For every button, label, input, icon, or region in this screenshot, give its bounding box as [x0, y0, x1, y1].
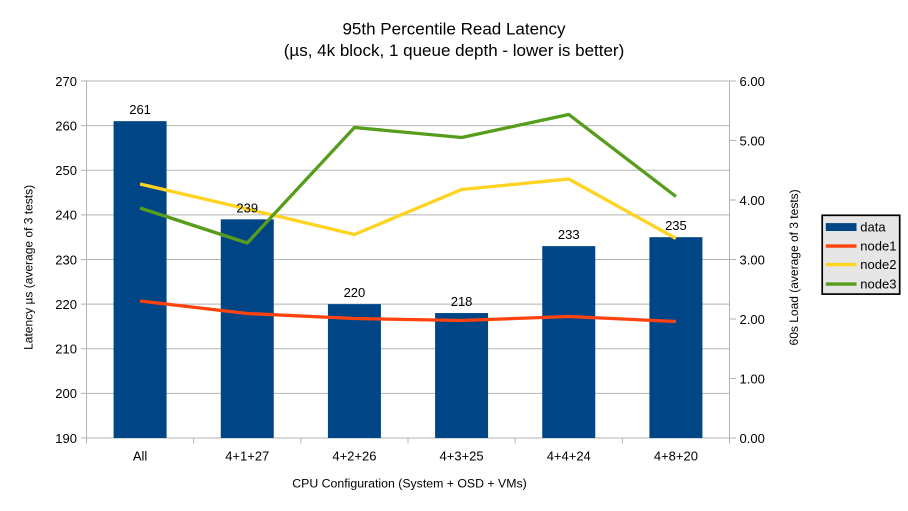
- svg-text:260: 260: [55, 118, 77, 133]
- svg-text:data: data: [860, 219, 886, 234]
- svg-text:95th Percentile Read Latency: 95th Percentile Read Latency: [342, 19, 566, 38]
- svg-text:235: 235: [665, 218, 687, 233]
- svg-text:node1: node1: [860, 238, 896, 253]
- svg-text:5.00: 5.00: [740, 133, 765, 148]
- svg-text:220: 220: [55, 297, 77, 312]
- svg-text:(µs, 4k block, 1 queue depth -: (µs, 4k block, 1 queue depth - lower is …: [284, 41, 625, 60]
- svg-text:4+4+24: 4+4+24: [547, 449, 591, 464]
- svg-text:4.00: 4.00: [740, 193, 765, 208]
- svg-text:230: 230: [55, 252, 77, 267]
- svg-text:4+1+27: 4+1+27: [225, 449, 269, 464]
- svg-text:1.00: 1.00: [740, 371, 765, 386]
- svg-text:node3: node3: [860, 276, 896, 291]
- svg-text:All: All: [133, 449, 148, 464]
- svg-text:6.00: 6.00: [740, 74, 765, 89]
- svg-text:node2: node2: [860, 257, 896, 272]
- svg-text:3.00: 3.00: [740, 252, 765, 267]
- svg-text:220: 220: [344, 285, 366, 300]
- svg-text:261: 261: [129, 102, 151, 117]
- svg-text:4+8+20: 4+8+20: [654, 449, 698, 464]
- svg-text:0.00: 0.00: [740, 431, 765, 446]
- svg-text:60s Load (average of 3 tests): 60s Load (average of 3 tests): [787, 189, 801, 345]
- svg-text:4+3+25: 4+3+25: [440, 449, 484, 464]
- svg-text:Latency µs (average of 3 tests: Latency µs (average of 3 tests): [21, 185, 35, 350]
- svg-text:CPU Configuration (System + OS: CPU Configuration (System + OSD + VMs): [292, 477, 526, 491]
- svg-text:190: 190: [55, 431, 77, 446]
- svg-text:233: 233: [558, 227, 580, 242]
- svg-text:210: 210: [55, 342, 77, 357]
- svg-text:239: 239: [236, 200, 258, 215]
- svg-text:240: 240: [55, 208, 77, 223]
- svg-text:270: 270: [55, 74, 77, 89]
- svg-text:4+2+26: 4+2+26: [332, 449, 376, 464]
- svg-text:200: 200: [55, 386, 77, 401]
- svg-text:250: 250: [55, 163, 77, 178]
- svg-text:2.00: 2.00: [740, 312, 765, 327]
- svg-text:218: 218: [451, 294, 473, 309]
